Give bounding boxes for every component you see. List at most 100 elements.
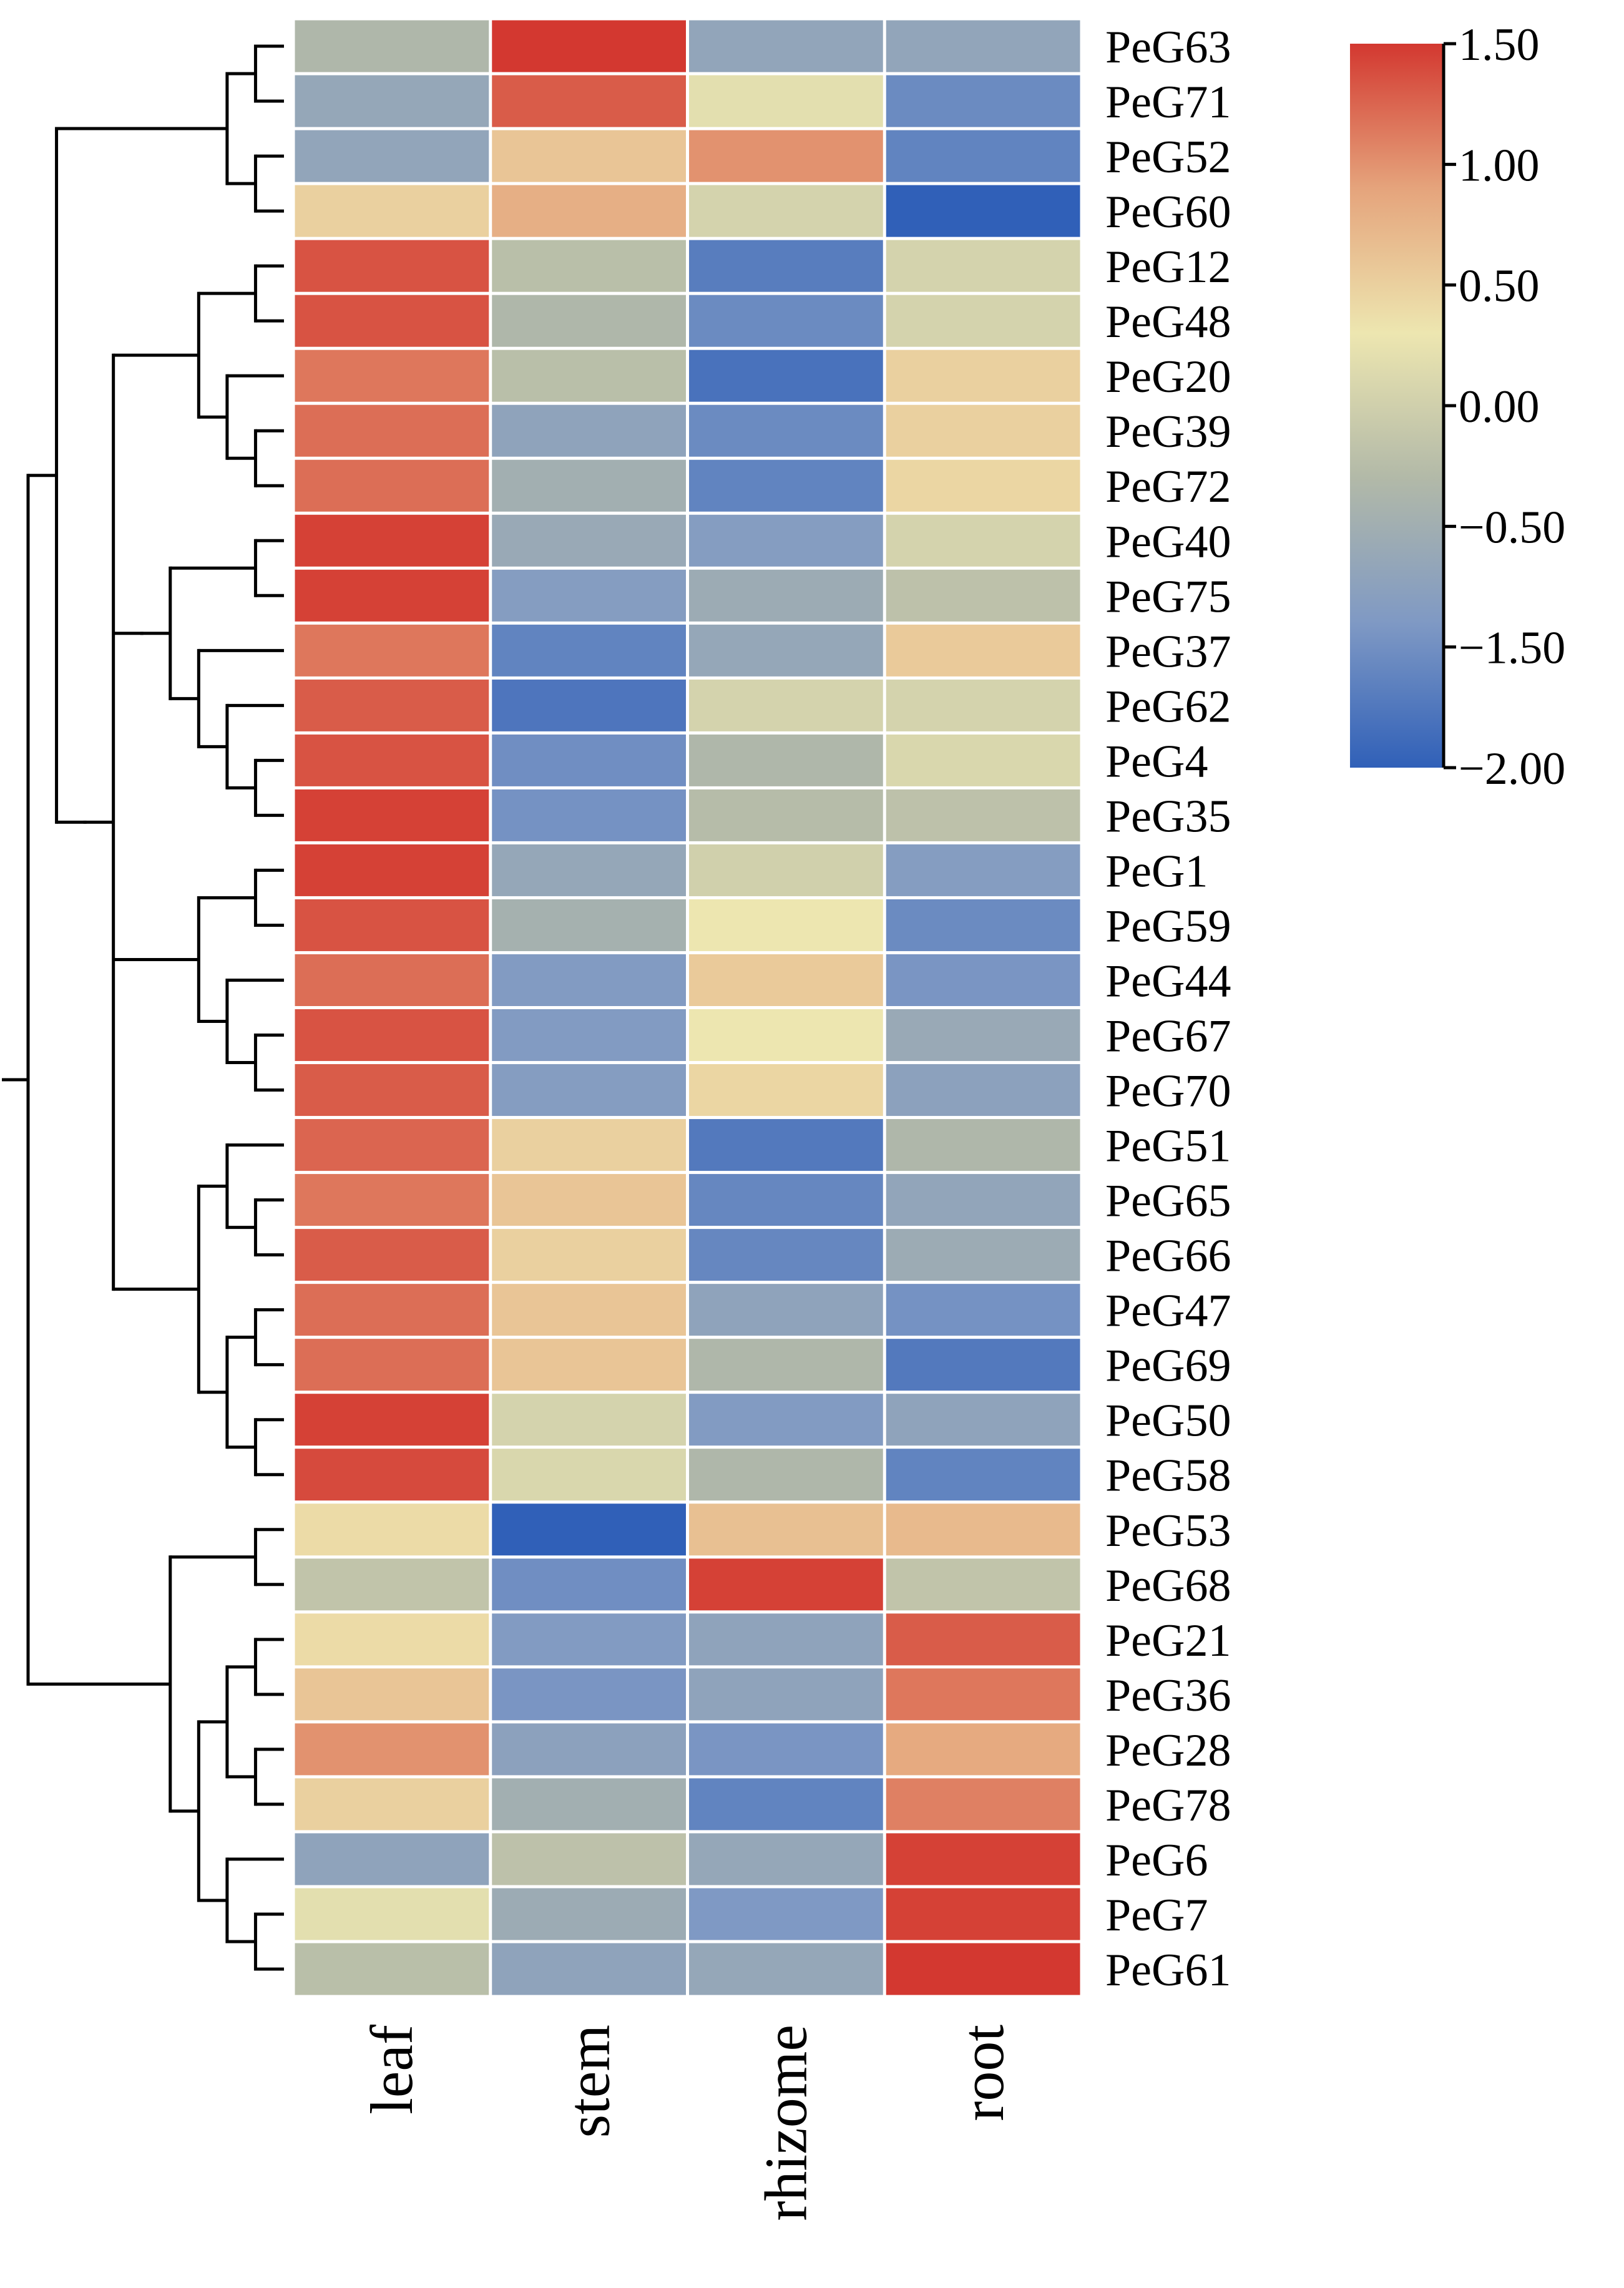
heatmap-cell [295,1339,489,1391]
heatmap-cell [295,1723,489,1776]
heatmap-cell [295,679,489,731]
heatmap-cell [295,1174,489,1226]
heatmap-cell [295,295,489,347]
heatmap-cell [295,789,489,841]
heatmap-cell [295,569,489,622]
heatmap-cell [689,1778,883,1831]
heatmap-cell [295,1503,489,1556]
row-label: PeG63 [1105,22,1231,73]
heatmap-cell [886,1174,1080,1226]
heatmap-cell [492,1833,686,1885]
heatmap-cell [886,1449,1080,1501]
heatmap-cell [886,350,1080,402]
heatmap-cell [295,185,489,237]
heatmap-cell [689,514,883,567]
heatmap-cell [689,1943,883,1995]
heatmap-cell [689,1613,883,1666]
heatmap-cell [492,20,686,72]
heatmap-cell [886,75,1080,127]
heatmap-cell [689,1668,883,1721]
heatmap-cell [492,1009,686,1062]
row-label: PeG28 [1105,1725,1231,1776]
row-label: PeG37 [1105,626,1231,677]
heatmap-cell [689,1009,883,1062]
heatmap-cell [492,1943,686,1995]
row-label: PeG71 [1105,77,1231,128]
heatmap-cell [295,1449,489,1501]
heatmap-cell [886,1943,1080,1995]
heatmap-cell [689,185,883,237]
heatmap-cell [689,75,883,127]
colorbar-tick-label: 0.00 [1459,381,1540,433]
heatmap-cell [886,459,1080,512]
heatmap-cell [886,1229,1080,1281]
colorbar: 1.50 1.00 0.50 0.00 −0.50 −1.50 −2.00 [1350,19,1565,794]
heatmap-cell [886,1558,1080,1611]
row-label: PeG20 [1105,351,1231,403]
heatmap-cell [492,350,686,402]
column-label: root [949,2025,1016,2121]
row-labels: PeG63PeG71PeG52PeG60PeG12PeG48PeG20PeG39… [1105,22,1231,1996]
heatmap-cell [492,295,686,347]
heatmap-cell [886,844,1080,896]
heatmap-cell [295,1229,489,1281]
heatmap-cell [492,624,686,677]
heatmap-cell [295,1613,489,1666]
heatmap-cell [886,240,1080,292]
heatmap-cell [886,185,1080,237]
heatmap-cell [295,624,489,677]
row-label: PeG6 [1105,1835,1208,1886]
heatmap-cell [492,1558,686,1611]
heatmap-cell [492,844,686,896]
heatmap-cell [886,899,1080,951]
row-label: PeG69 [1105,1341,1231,1392]
heatmap-cell [295,1119,489,1171]
heatmap-cell [492,1888,686,1940]
heatmap-cell [492,459,686,512]
heatmap-cell [886,734,1080,786]
colorbar-tick-label: 0.50 [1459,261,1540,312]
heatmap-cell [492,1449,686,1501]
row-label: PeG61 [1105,1945,1231,1996]
heatmap-cell [689,350,883,402]
heatmap-cell [689,1064,883,1117]
heatmap-cell [689,1284,883,1336]
heatmap-cell [492,899,686,951]
heatmap-cell [492,404,686,457]
colorbar-tick-label: 1.50 [1459,19,1540,71]
heatmap-cell [295,899,489,951]
heatmap-cell [886,1119,1080,1171]
row-label: PeG35 [1105,791,1231,842]
heatmap-cell [492,1064,686,1117]
heatmap-cell [492,1119,686,1171]
heatmap-cell [492,240,686,292]
heatmap-cell [295,1064,489,1117]
heatmap-cell [886,1009,1080,1062]
heatmap-cell [886,1723,1080,1776]
heatmap-cell [689,734,883,786]
heatmap-cell [689,624,883,677]
heatmap-cell [886,624,1080,677]
heatmap-cell [689,789,883,841]
heatmap-cell [689,459,883,512]
heatmap-cell [492,679,686,731]
heatmap-cell [295,514,489,567]
heatmap-cell [886,789,1080,841]
row-label: PeG70 [1105,1066,1231,1117]
heatmap-cell [886,130,1080,182]
heatmap-cell [295,1833,489,1885]
row-label: PeG4 [1105,736,1208,787]
colorbar-tick-label: −0.50 [1459,502,1565,553]
heatmap-cell [689,569,883,622]
heatmap-cell [689,844,883,896]
heatmap-cell [886,1778,1080,1831]
row-label: PeG36 [1105,1670,1231,1721]
heatmap-cell [886,1888,1080,1940]
heatmap-cell [492,789,686,841]
heatmap-cell [295,1009,489,1062]
column-label: leaf [358,2025,425,2114]
heatmap-cell [886,1284,1080,1336]
heatmap-cell [886,1339,1080,1391]
heatmap-cell [886,1394,1080,1446]
